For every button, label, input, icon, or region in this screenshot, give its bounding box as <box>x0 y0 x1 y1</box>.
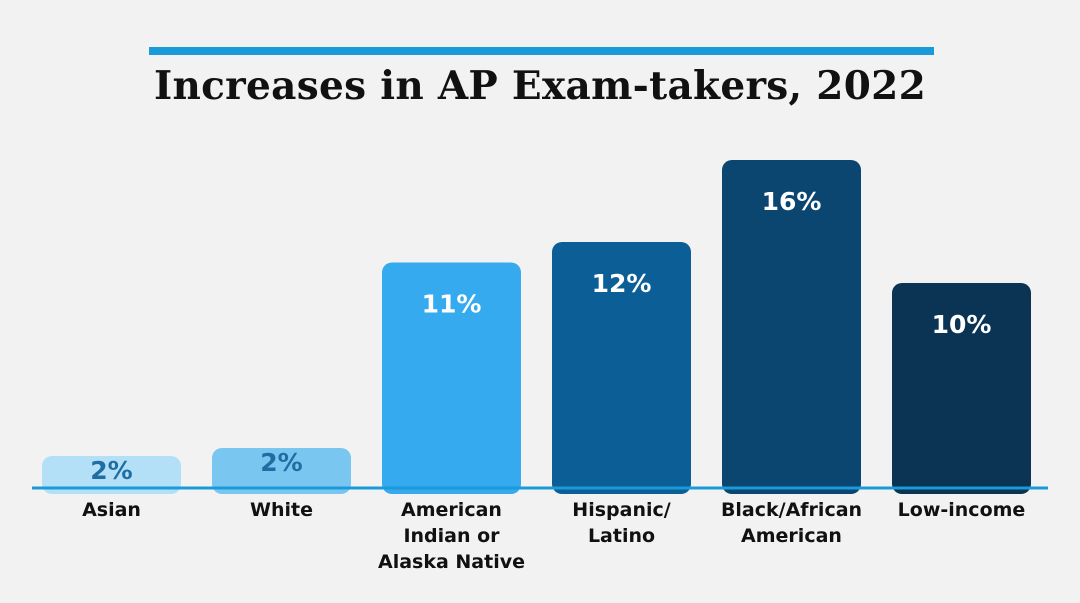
bar-5 <box>892 283 1031 494</box>
bar-0 <box>42 456 181 494</box>
category-label-4: Black/African American <box>721 499 862 547</box>
category-label-line: Low-income <box>898 499 1026 521</box>
category-label-5: Low-income <box>898 499 1026 521</box>
title-accent-rule <box>149 47 934 55</box>
bar-3 <box>552 242 691 494</box>
bar-2 <box>382 262 521 494</box>
category-label-line: Hispanic/ <box>572 499 670 521</box>
category-label-line: Indian or <box>403 525 500 547</box>
bar-value-label-4: 16% <box>762 187 822 216</box>
category-label-line: American <box>401 499 502 521</box>
category-label-line: White <box>250 499 313 521</box>
category-label-1: White <box>250 499 313 521</box>
category-label-3: Hispanic/Latino <box>572 499 670 547</box>
bar-1 <box>212 448 351 494</box>
category-label-line: Asian <box>82 499 141 521</box>
category-label-line: Alaska Native <box>378 551 525 573</box>
bar-value-label-1: 2% <box>260 448 302 477</box>
category-label-0: Asian <box>82 499 141 521</box>
bar-value-label-3: 12% <box>592 269 652 298</box>
chart-title: Increases in AP Exam-takers, 2022 <box>153 63 927 109</box>
category-label-line: American <box>741 525 842 547</box>
category-label-line: Black/African <box>721 499 862 521</box>
bar-value-label-5: 10% <box>932 310 992 339</box>
category-label-line: Latino <box>588 525 655 547</box>
category-labels-group: Asian White American Indian or Alaska Native… <box>82 499 1025 573</box>
category-label-2: American Indian or Alaska Native <box>378 499 525 573</box>
bar-value-label-0: 2% <box>90 456 132 485</box>
bar-value-label-2: 11% <box>422 290 482 319</box>
bar-4 <box>722 160 861 494</box>
bars-group: 2% 2% 11% 12% 16% 10% <box>42 160 1031 494</box>
